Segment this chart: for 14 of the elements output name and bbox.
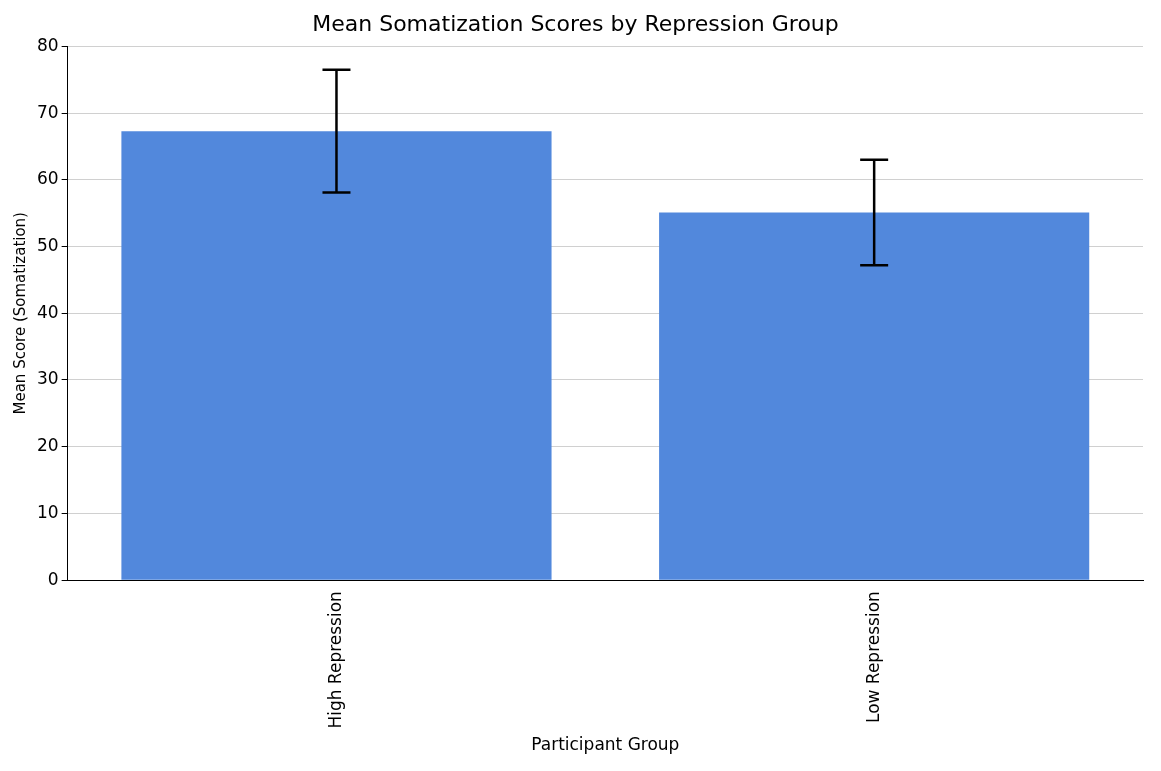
x-tick-label: High Repression <box>324 591 345 729</box>
y-tick-label: 60 <box>36 168 59 189</box>
y-tick-label: 20 <box>36 435 59 456</box>
y-tick-label: 0 <box>47 568 59 589</box>
y-tick-label: 70 <box>36 101 59 122</box>
chart-title: Mean Somatization Scores by Repression Group <box>312 10 839 36</box>
y-tick-label: 50 <box>36 234 59 255</box>
y-tick-label: 80 <box>36 34 59 55</box>
x-tick-label: Low Repression <box>862 591 883 724</box>
y-tick-label: 40 <box>36 301 59 322</box>
y-tick-label: 10 <box>36 501 59 522</box>
x-axis-title: Participant Group <box>531 734 680 755</box>
y-tick-label: 30 <box>36 368 59 389</box>
y-axis-title: Mean Score (Somatization) <box>10 212 29 415</box>
